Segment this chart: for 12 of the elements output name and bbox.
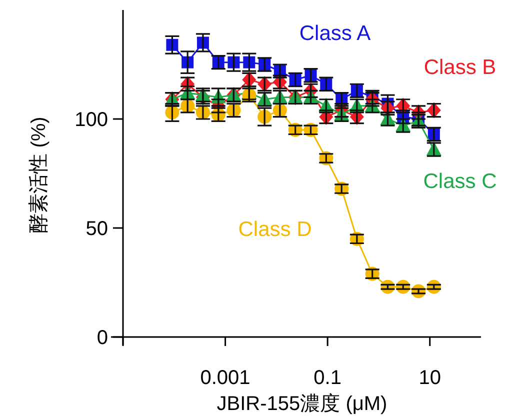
y-tick-label: 100 [74,109,108,131]
series-label: Class B [424,56,496,79]
y-tick-label: 0 [96,327,108,349]
x-tick-label: 0.001 [200,367,250,389]
series-label: Class D [238,218,312,241]
x-axis-title: JBIR-155濃度 (μM) [216,393,388,415]
x-tick-label: 10 [418,367,441,389]
series-label: Class A [299,22,371,45]
y-tick-label: 50 [86,218,108,240]
x-tick-label: 0.1 [314,367,342,389]
y-axis-title: 酵素活性 (%) [28,116,50,234]
series-label: Class C [423,170,497,193]
